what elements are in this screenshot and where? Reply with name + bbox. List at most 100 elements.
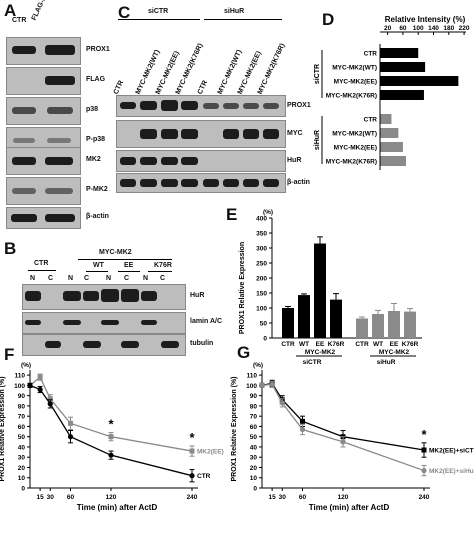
data-point [37,386,43,393]
header-label: MYC-MK2 [99,249,132,256]
blot-strip [6,67,81,95]
category-label: CTR [281,341,295,348]
row-label: p38 [86,106,99,113]
tick-label: 30 [250,455,258,462]
tick-label: 150 [256,291,267,298]
row-label: HuR [287,157,302,164]
tick-label: 200 [256,276,267,283]
category-label: CTR [364,117,378,124]
y-unit-label: (%) [253,362,263,369]
series-label: CTR [197,473,211,480]
category-label: MYC-MK2(WT) [332,131,377,138]
series-line [261,383,425,472]
series-label: MK2(EE)+siCTR [429,448,474,455]
row-label: lamin A/C [190,318,223,325]
row-label: FLAG [86,76,106,83]
y-axis-label: PROX1 Relative Expression [239,242,246,334]
series-label: MK2(EE) [197,449,224,456]
tick-label: 30 [47,494,55,501]
fraction-label: N [68,275,74,282]
category-label: K76R [402,341,419,348]
data-point [299,426,306,433]
blot-strip [6,97,81,125]
data-point [300,418,305,424]
group-label-sihur: siHuR [224,8,245,15]
y-axis-label: PROX1 Relative Expression (%) [231,376,238,481]
tick-label: 80 [250,403,258,410]
group-label: siHuR [377,359,396,366]
chart-title: Relative Intensity (%) [385,15,466,24]
data-point [37,374,43,380]
lane-label-ctr: CTR [12,17,27,24]
tick-label: 120 [106,494,117,501]
tick-label: 40 [250,444,258,451]
tick-label: 100 [413,25,424,32]
blot-strip [6,207,81,229]
blot-strip [6,177,81,205]
category-label: CTR [355,341,369,348]
y-unit-label: (%) [263,209,273,216]
row-label: HuR [190,292,205,299]
tick-label: 100 [256,306,267,313]
bar [380,48,419,58]
panel-label-f: F [4,345,15,364]
bar [380,76,459,86]
tick-label: 400 [256,216,267,223]
bar [380,156,406,166]
tick-label: 30 [18,455,26,462]
tick-label: 240 [187,494,198,501]
category-label: EE [390,341,399,348]
tick-label: 90 [250,393,258,400]
row-label: MYC [287,130,303,137]
fraction-label: N [143,275,149,282]
group-label: K76R [154,262,172,269]
tick-label: 180 [443,25,454,32]
fraction-label: N [106,275,112,282]
tick-label: 40 [18,444,26,451]
tick-label: 60 [399,25,407,32]
group-label: siCTR [314,64,321,84]
data-point [47,401,53,407]
significance-star: * [108,417,114,432]
bar [388,311,400,338]
category-label: MYC-MK2(K76R) [326,93,377,100]
significance-star: * [421,427,427,442]
bar [404,311,416,338]
row-label: tubulin [190,340,214,347]
tick-label: 70 [18,414,26,421]
panel-label-g: G [237,343,251,362]
panel-label-c: C [118,3,131,22]
bar [380,90,424,100]
series-label: MK2(EE)+siHuR [429,468,474,475]
tick-label: 20 [18,465,26,472]
tick-label: 140 [428,25,439,32]
tick-label: 100 [246,383,257,390]
tick-label: 15 [37,494,45,501]
tick-label: 0 [253,486,257,493]
tick-label: 30 [279,494,287,501]
blot-strip [6,37,81,65]
tick-label: 60 [250,424,258,431]
category-label: EE [316,341,325,348]
tick-label: 50 [18,434,26,441]
group-label: WT [93,262,104,269]
fraction-label: N [30,275,36,282]
group-label-sictr: siCTR [148,8,169,15]
data-point [421,447,427,453]
blot-strip [116,150,286,172]
row-label: β-actin [287,179,310,186]
fraction-label: C [84,275,90,282]
y-unit-label: (%) [21,362,31,369]
tick-label: 15 [269,494,277,501]
group-label: EE [124,262,134,269]
tick-label: 120 [338,494,349,501]
tick-label: 10 [18,475,26,482]
blot-strip [116,173,286,193]
tick-label: 60 [18,424,26,431]
panel-label-e: E [226,205,238,224]
fraction-label: C [160,275,166,282]
category-label: MYC-MK2(EE) [334,145,377,152]
group-label: siHuR [314,130,321,150]
bar [380,142,403,152]
